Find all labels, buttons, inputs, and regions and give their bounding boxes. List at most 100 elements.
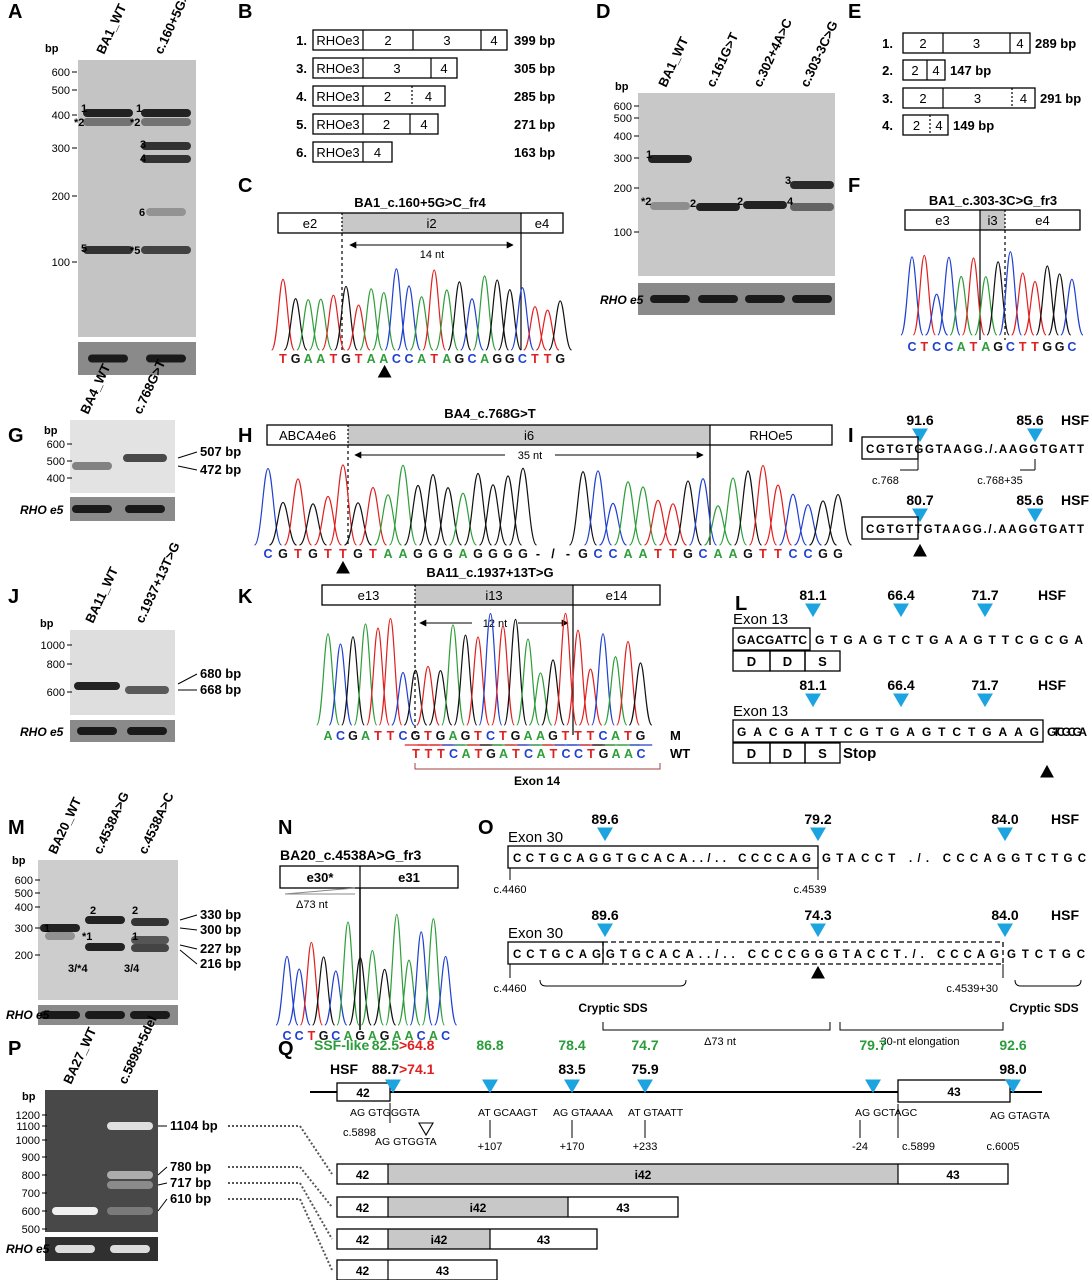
- sequence: CCTGCAGGTGCACA../.. CCCCAG: [513, 853, 811, 865]
- segment: [980, 210, 1005, 230]
- size-leader: [179, 949, 198, 965]
- score: 66.4: [887, 587, 914, 603]
- base-letter: T: [544, 352, 552, 366]
- trace-peak: [778, 493, 808, 546]
- segment-label: 42: [356, 1264, 370, 1278]
- trace-peak: [373, 494, 403, 546]
- base-letter: A: [383, 547, 392, 561]
- segment-label: 2: [919, 91, 926, 106]
- base-letter: G: [486, 747, 496, 761]
- trace-peak: [541, 659, 565, 726]
- size-label: 271 bp: [514, 117, 555, 132]
- trace-peak: [397, 285, 421, 351]
- segment: [412, 86, 445, 106]
- marker-triangle: [912, 508, 928, 523]
- band-label: 2: [690, 198, 696, 210]
- lane-label: BA11_WT: [82, 565, 121, 626]
- base-letter: C: [282, 1029, 291, 1043]
- ladder-label: 500: [22, 1224, 40, 1236]
- marker-triangle: [893, 603, 909, 618]
- segment-label: 42: [356, 1201, 370, 1215]
- exon-label: Exon 30: [508, 925, 563, 942]
- gel-band: [131, 918, 169, 926]
- score: 81.1: [799, 587, 826, 603]
- size-label: 305 bp: [514, 61, 555, 76]
- shape: [602, 1022, 831, 1031]
- segment-label: e31: [398, 870, 420, 885]
- marker-triangle: [385, 1079, 401, 1094]
- codon: S: [818, 654, 827, 669]
- segment-outline: [312, 29, 508, 51]
- base-letter: T: [412, 747, 420, 761]
- note: 30-nt elongation: [881, 1036, 960, 1048]
- trace-peak: [566, 629, 590, 726]
- segment: [267, 425, 348, 445]
- size-label: 227 bp: [200, 941, 241, 956]
- size-leader: [157, 1166, 168, 1176]
- sequence: GTACCT ./. CCCAGGTCTGC: [822, 853, 1086, 865]
- segment-outline: [277, 212, 564, 234]
- base-letter: T: [355, 352, 363, 366]
- motif: AT GCAAGT: [478, 1107, 538, 1119]
- position: c.4539: [793, 884, 826, 896]
- segment-label: 4: [1016, 36, 1023, 51]
- gel-band: [790, 181, 834, 189]
- trace-peak: [283, 297, 308, 351]
- gel-band: [123, 454, 167, 462]
- segment-outline: [336, 1228, 598, 1250]
- size-leader: [179, 914, 198, 921]
- base-letter: C: [593, 547, 602, 561]
- gel-band: [52, 1207, 98, 1215]
- band-label: 2: [90, 905, 96, 917]
- segment: [903, 88, 943, 108]
- trace-peak: [986, 261, 1010, 336]
- segment-label: 4: [420, 117, 427, 132]
- loading-band: [40, 1011, 80, 1019]
- base-letter: G: [341, 352, 351, 366]
- sequence: GTCTGC: [1007, 949, 1085, 961]
- panel-label: J: [8, 586, 19, 608]
- segment-outline: [312, 57, 458, 79]
- band-label: *2: [130, 117, 140, 129]
- title: BA1_c.160+5G>C_fr4: [354, 195, 486, 210]
- sequence: CGTGTTGTAAGG./.AAGGTGATT: [866, 524, 1084, 536]
- panel-label: C: [238, 175, 252, 197]
- gel-band: [131, 936, 169, 944]
- size-label: 289 bp: [1035, 36, 1076, 51]
- marker-triangle: [418, 1122, 434, 1137]
- segment: [363, 114, 410, 134]
- shape: [539, 979, 687, 987]
- sequence: GTCGCGA: [1047, 725, 1087, 739]
- size-leader: [177, 465, 198, 471]
- sequence-label: M: [670, 728, 681, 743]
- size-leader: [157, 1198, 168, 1212]
- base-letter: G: [503, 547, 513, 561]
- row-number: 4.: [296, 89, 307, 104]
- panel-label: M: [8, 817, 25, 839]
- sequence: CCTGCAGGTGCACA../.. CCCCGGGTACCT./. CCCA…: [513, 949, 999, 961]
- segment: [410, 114, 438, 134]
- exon-label: Exon 13: [733, 611, 788, 628]
- trace-peak: [433, 487, 463, 546]
- segment-label: 2: [911, 63, 918, 78]
- segment-outline: [336, 1196, 679, 1218]
- segment-label: RHOe3: [316, 89, 359, 104]
- band-label: 4: [140, 153, 147, 165]
- band-label: 3/*4: [68, 963, 88, 975]
- base-letter: C: [598, 729, 607, 743]
- loading-band: [130, 1011, 170, 1019]
- segment-label: 42: [356, 1168, 370, 1182]
- band-label: 3/4: [124, 963, 140, 975]
- segment: [388, 1164, 898, 1184]
- score: 84.0: [991, 811, 1018, 827]
- band-label: 6: [139, 207, 145, 219]
- method: HSF: [1051, 811, 1079, 827]
- trace-peak: [271, 278, 295, 351]
- codon: D: [783, 654, 792, 669]
- trace-peak: [358, 486, 388, 546]
- panel-label: G: [8, 425, 24, 447]
- size-label: 680 bp: [200, 666, 241, 681]
- ladder-label: 500: [47, 456, 65, 468]
